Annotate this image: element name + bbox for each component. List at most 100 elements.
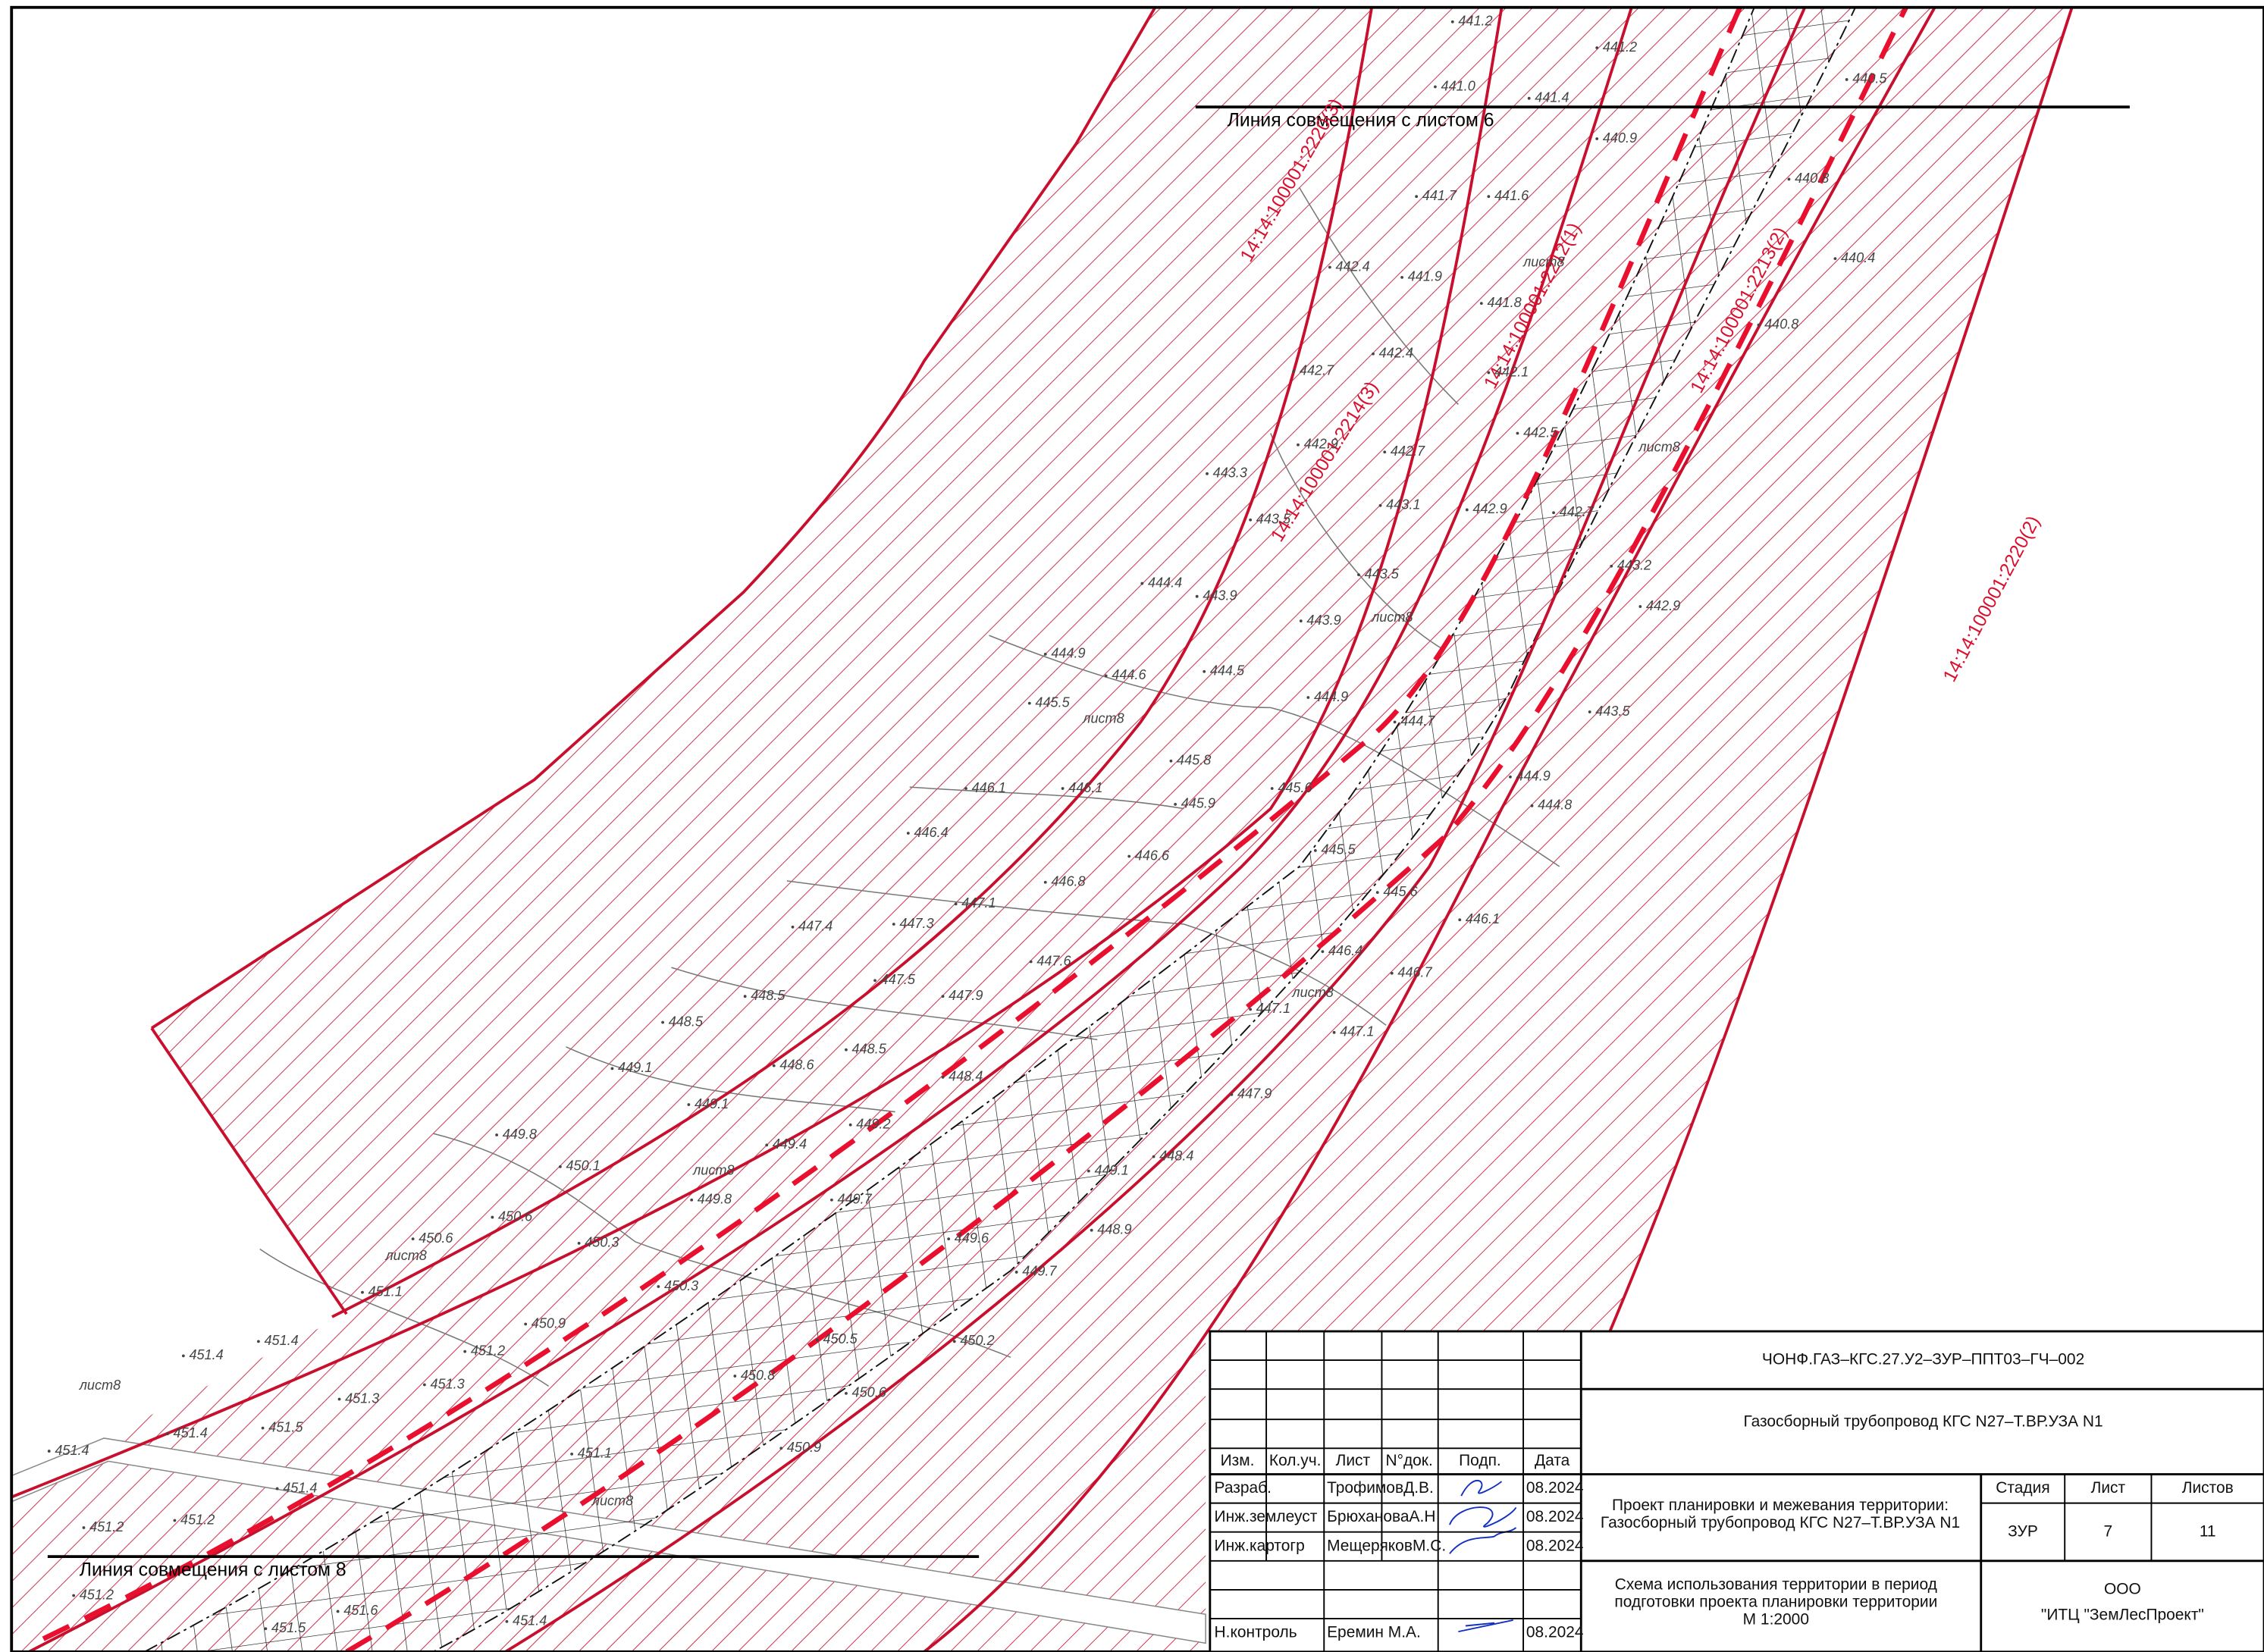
elevation-label: 445.5	[1321, 842, 1356, 857]
elevation-label: 443.3	[1213, 466, 1247, 481]
elevation-label: 441.7	[1422, 188, 1457, 203]
elevation-point	[1029, 960, 1033, 964]
elevation-label: 447.1	[1256, 1001, 1290, 1016]
elevation-label: 444.7	[1400, 713, 1435, 729]
elevation-label: 449.1	[1094, 1162, 1128, 1177]
stage-header: Листов	[2182, 1479, 2234, 1497]
elevation-point	[1014, 1271, 1018, 1274]
elevation-label: 442.7	[1560, 504, 1595, 519]
tree-mark: лист8	[692, 1162, 734, 1177]
elevation-label: 445.5	[1035, 694, 1070, 710]
elevation-label: 450.9	[532, 1315, 566, 1331]
elevation-label: 447.4	[798, 919, 833, 934]
elevation-label: 441.4	[1535, 89, 1569, 105]
elevation-point	[1465, 508, 1469, 512]
zone-boundaries	[42, 7, 1908, 1652]
company-line: ООО	[2104, 1580, 2141, 1597]
elevation-point	[964, 787, 967, 790]
elevation-point	[261, 1426, 265, 1430]
elevation-label: 442.1	[1494, 364, 1529, 379]
elevation-point	[1043, 652, 1047, 656]
elevation-label: 448.6	[779, 1057, 814, 1072]
elevation-point	[337, 1397, 341, 1401]
elevation-point	[1061, 787, 1065, 790]
tree-mark: лист8	[1371, 610, 1413, 625]
elevation-point	[1140, 581, 1144, 585]
elevation-point	[906, 832, 910, 835]
elevation-point	[1845, 78, 1849, 81]
elevation-point	[1195, 594, 1199, 598]
elevation-label: 450.2	[960, 1333, 994, 1348]
elevation-point	[1027, 701, 1031, 705]
elevation-label: 451.4	[513, 1613, 547, 1628]
signer-role: Инж.землеуст	[1215, 1508, 1318, 1525]
elevation-label: 449.4	[773, 1136, 807, 1152]
elevation-point	[1306, 696, 1310, 699]
elevation-label: 442.9	[1304, 437, 1338, 452]
elevation-label: 446.4	[914, 825, 948, 840]
elevation-label: 450.3	[585, 1235, 619, 1250]
elevation-label: 446.8	[1051, 874, 1085, 889]
elevation-label: 448.4	[949, 1069, 983, 1084]
elevation-point	[687, 1103, 691, 1106]
elevation-point	[947, 1237, 951, 1241]
elevation-point	[765, 1143, 769, 1147]
elevation-point	[1415, 195, 1419, 199]
elevation-point	[1087, 1169, 1090, 1173]
map: Линия совмещения с листом 6 Линия совмеще…	[11, 7, 2130, 1652]
elevation-label: 449.8	[698, 1192, 732, 1207]
elevation-label: 451.2	[180, 1512, 215, 1527]
elevation-label: 443.5	[1365, 566, 1400, 581]
elevation-point	[1833, 257, 1837, 260]
elevation-point	[1203, 669, 1206, 673]
signer-name: БрюхановаА.Н	[1327, 1508, 1435, 1525]
elevation-label: 448.5	[852, 1041, 887, 1056]
elevation-point	[524, 1322, 528, 1326]
hatched-area	[11, 7, 2072, 1652]
elevation-point	[1375, 891, 1379, 895]
column-header: Изм.	[1221, 1452, 1255, 1469]
elevation-point	[1390, 971, 1394, 975]
elevation-point	[610, 1067, 614, 1071]
tree-mark: лист8	[79, 1378, 121, 1393]
elevation-label: 449.7	[838, 1192, 873, 1207]
elevation-point	[495, 1133, 498, 1136]
elevation-point	[954, 902, 958, 906]
elevation-point	[82, 1526, 86, 1529]
elevation-label: 441.0	[1441, 78, 1475, 93]
elevation-label: 442.7	[1300, 362, 1334, 378]
elevation-label: 446.1	[1068, 780, 1102, 795]
elevation-point	[336, 1610, 340, 1613]
drawing-title-line: Схема использования территории в период	[1615, 1576, 1937, 1594]
elevation-label: 442.7	[1391, 444, 1425, 459]
elevation-point	[570, 1452, 574, 1456]
stage-value: 7	[2104, 1522, 2113, 1540]
elevation-point	[815, 1338, 819, 1342]
parcel-label: 14:14:100001:2220(2)	[1939, 513, 2044, 685]
title-block: ЧОНФ.ГАЗ–КГС.27.У2–ЗУР–ППТ03–ГЧ–002 Газос…	[1209, 1330, 2264, 1652]
elevation-point	[1127, 854, 1131, 858]
signer-date: 08.2024	[1526, 1624, 1584, 1641]
pipeline-corridor	[143, 7, 1857, 1652]
elevation-label: 440.4	[1841, 250, 1875, 265]
elevation-label: 440.9	[1603, 130, 1637, 146]
elevation-label: 441.9	[1408, 269, 1442, 284]
elevation-label: 449.7	[1022, 1264, 1057, 1279]
elevation-point	[1104, 674, 1108, 678]
object-name: Газосборный трубопровод КГС N27–Т.ВР.УЗА…	[1743, 1413, 2103, 1431]
elevation-point	[848, 1123, 852, 1127]
elevation-label: 451.4	[189, 1347, 223, 1362]
elevation-point	[941, 1075, 945, 1079]
tree-mark: лист8	[1082, 710, 1124, 726]
elevation-point	[1552, 511, 1555, 515]
elevation-label: 441.6	[1494, 188, 1529, 203]
elevation-label: 445.8	[1177, 753, 1211, 768]
elevation-point	[181, 1354, 185, 1358]
tree-mark: лист8	[1638, 439, 1679, 454]
signer-role: Инж.картогр	[1215, 1537, 1305, 1554]
elevation-point	[264, 1627, 268, 1631]
elevation-point	[1393, 720, 1397, 724]
elevation-label: 443.5	[1256, 512, 1291, 527]
elevation-label: 444.5	[1210, 663, 1245, 679]
signer-date: 08.2024	[1526, 1508, 1584, 1525]
